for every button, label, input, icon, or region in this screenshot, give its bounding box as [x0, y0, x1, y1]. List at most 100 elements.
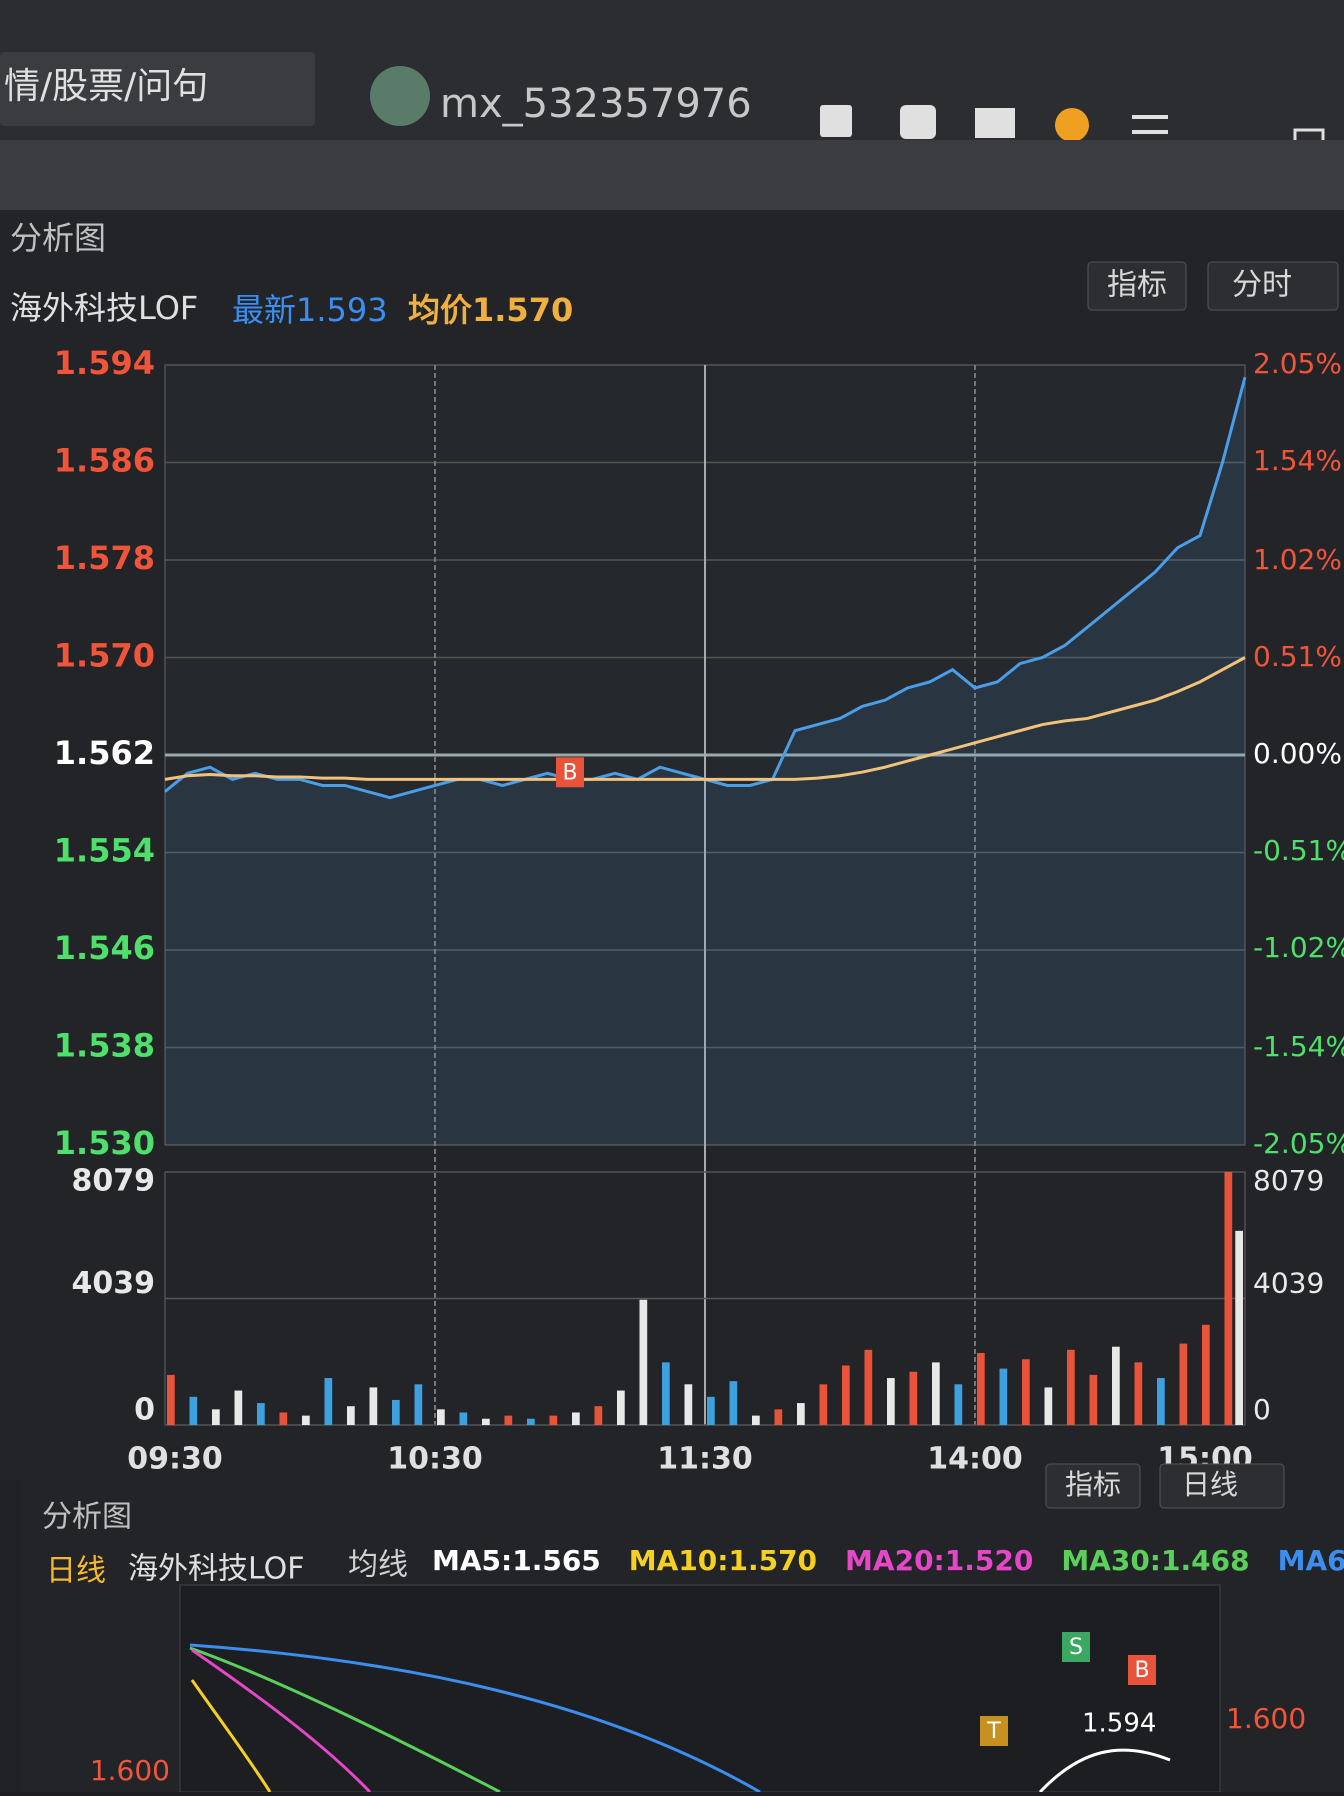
- ma-line: [189, 1643, 761, 1794]
- username[interactable]: mx_532357976: [440, 81, 752, 127]
- volume-bar: [189, 1396, 198, 1425]
- volume-bar: [504, 1415, 513, 1425]
- volume-bar: [864, 1349, 873, 1425]
- volume-bar: [1067, 1349, 1075, 1425]
- volume-bar: [527, 1418, 535, 1425]
- signal-marker: [980, 1716, 1008, 1746]
- signal-label: T: [986, 1719, 1001, 1744]
- intraday-chart: 1.530 1.538 1.546 1.554 1.562 1.570 1.578 1.586…: [54, 344, 1344, 1477]
- ma-value: MA5:1.565: [432, 1544, 601, 1577]
- volume-bar: [729, 1381, 738, 1425]
- icon[interactable]: [1132, 115, 1168, 119]
- volume-bar: [347, 1406, 355, 1425]
- avg-price: 均价1.570: [408, 291, 573, 329]
- price-area: [165, 377, 1245, 1145]
- y-tick-label: 1.546: [54, 929, 155, 967]
- icon[interactable]: [975, 108, 1015, 138]
- volume-bar: [414, 1384, 423, 1425]
- ma-legend: MA5:1.565 MA10:1.570 MA20:1.520 MA30:1.468 M…: [432, 1544, 1344, 1577]
- stock-name: 海外科技LOF: [128, 1552, 305, 1587]
- volume-bar: [302, 1415, 310, 1425]
- icon[interactable]: [820, 105, 852, 137]
- volume-bar: [392, 1399, 400, 1425]
- y-tick-label: 8079: [72, 1164, 156, 1199]
- volume-bar: [212, 1409, 220, 1425]
- volume-bar: [1235, 1230, 1243, 1425]
- y-tick-label: 1.530: [54, 1124, 155, 1162]
- volume-bar: [324, 1378, 333, 1425]
- volume-bar: [257, 1403, 265, 1425]
- x-tick-label: 11:30: [657, 1442, 753, 1477]
- period: 日线: [46, 1554, 106, 1589]
- volume-bar: [1202, 1324, 1210, 1425]
- icon[interactable]: [1055, 108, 1089, 142]
- volume-bar: [1022, 1359, 1030, 1425]
- price-label: 1.600: [1226, 1702, 1306, 1735]
- volume-bar: [999, 1368, 1008, 1425]
- y-tick-label: 1.538: [54, 1027, 155, 1065]
- icon[interactable]: [900, 105, 936, 139]
- ma-line: [190, 1679, 272, 1793]
- volume-bar: [1179, 1343, 1188, 1425]
- y-tick-label: 1.578: [54, 539, 155, 577]
- volume-bar: [459, 1412, 468, 1425]
- y-tick-label: 0: [134, 1393, 155, 1428]
- button[interactable]: [1159, 1463, 1285, 1509]
- signal-label: S: [1069, 1635, 1083, 1660]
- volume-bar: [167, 1374, 175, 1425]
- volume-bar: [639, 1299, 648, 1425]
- volume-bar: [954, 1384, 963, 1425]
- search-text: 情/股票/问句: [4, 66, 208, 107]
- button[interactable]: [1207, 261, 1339, 311]
- volume-bar: [549, 1415, 558, 1425]
- tab-strip: [0, 140, 1344, 210]
- y2-tick-label: 0.51%: [1253, 640, 1342, 673]
- volume-bar: [594, 1406, 603, 1425]
- icon[interactable]: [1132, 130, 1168, 134]
- y-tick-label: 4039: [72, 1266, 156, 1301]
- y-tick-label: 1.586: [54, 442, 155, 480]
- volume-bar: [1044, 1387, 1053, 1425]
- volume-bar: [1112, 1346, 1120, 1425]
- y-tick-label: 1.554: [54, 832, 155, 870]
- volume-bar: [977, 1352, 985, 1425]
- volume-bar: [279, 1412, 288, 1425]
- button-label: 指标: [1107, 268, 1167, 303]
- volume-bar: [887, 1378, 895, 1425]
- volume-bar: [1134, 1362, 1143, 1425]
- y2-tick-label: 4039: [1253, 1267, 1324, 1300]
- volume-bar: [1089, 1374, 1098, 1425]
- volume-bar: [1224, 1172, 1233, 1425]
- volume-bar: [797, 1403, 805, 1425]
- volume-bar: [819, 1384, 828, 1425]
- volume-bar: [909, 1371, 918, 1425]
- y2-tick-label: -1.54%: [1253, 1030, 1344, 1063]
- latest-price: 最新1.593: [232, 291, 388, 329]
- x-tick-label: 10:30: [387, 1442, 483, 1477]
- daily-plot: [179, 1584, 1221, 1793]
- y2-tick-label: 8079: [1253, 1164, 1324, 1197]
- ma-value: MA30:1.468: [1061, 1544, 1249, 1577]
- signal-marker: [1128, 1655, 1156, 1685]
- signal-label: B: [1134, 1658, 1149, 1683]
- price-label: 1.600: [90, 1754, 170, 1787]
- volume-bar: [707, 1396, 715, 1425]
- y2-tick-label: -2.05%: [1253, 1127, 1344, 1160]
- x-tick-label: 09:30: [127, 1442, 223, 1477]
- volume-bar: [662, 1362, 670, 1425]
- volume-bar: [572, 1412, 580, 1425]
- volume-bar: [932, 1362, 940, 1425]
- avatar[interactable]: [370, 66, 430, 126]
- volume-bar: [842, 1365, 850, 1425]
- search-box[interactable]: [0, 52, 315, 126]
- button[interactable]: [1045, 1463, 1141, 1509]
- volume-bar: [482, 1418, 490, 1425]
- y-tick-label: 1.594: [54, 344, 155, 382]
- daily-lines: [189, 1643, 1171, 1794]
- volume-bar: [752, 1415, 760, 1425]
- y-tick-label: 1.562: [54, 734, 155, 772]
- y2-tick-label: -1.02%: [1253, 931, 1344, 964]
- ma-value: MA20:1.520: [845, 1544, 1033, 1577]
- button[interactable]: [1087, 261, 1187, 311]
